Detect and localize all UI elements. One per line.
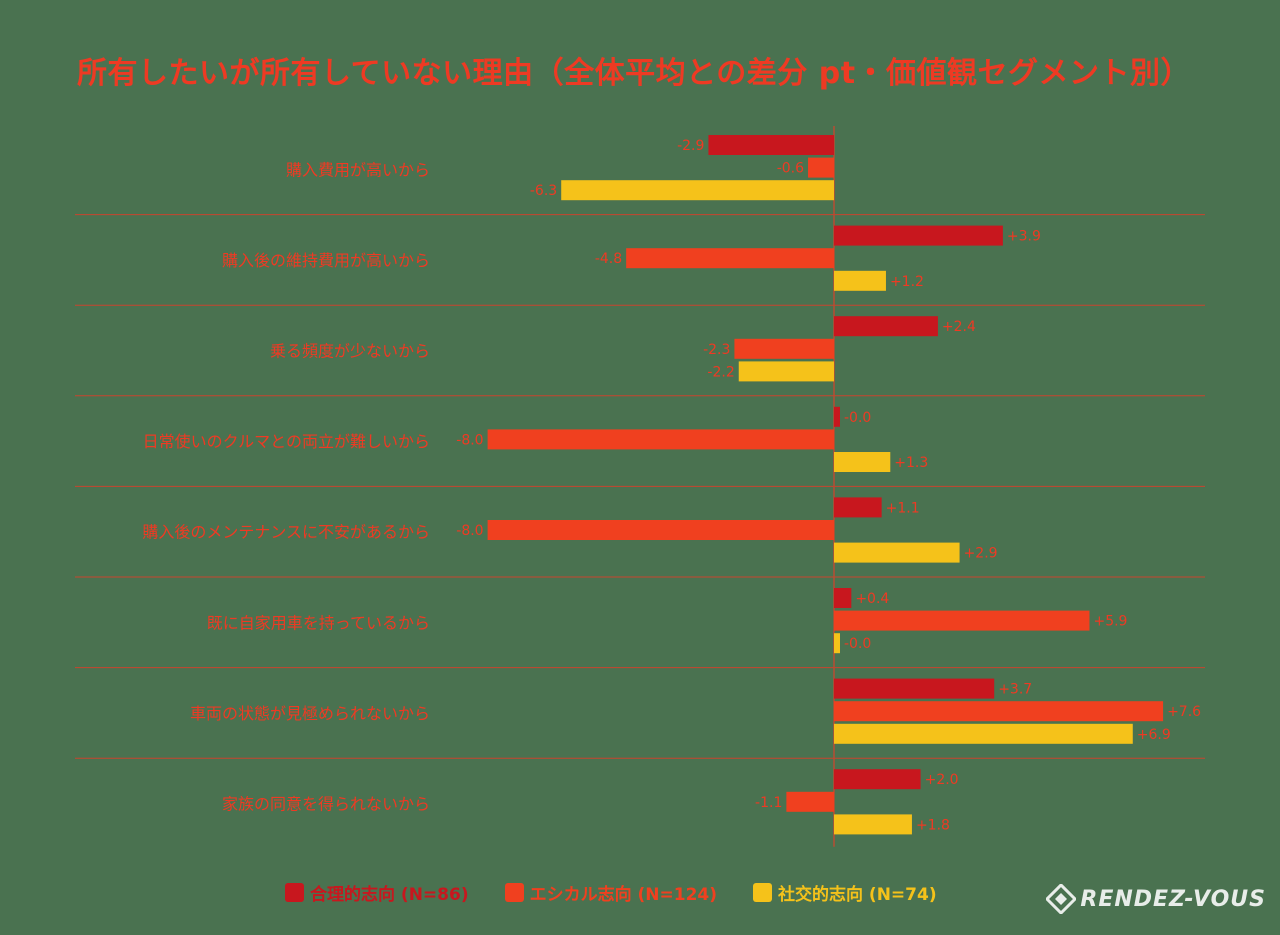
legend-swatch-ethical [504,883,524,902]
bar-rational [834,769,921,790]
category-label: 購入後のメンテナンスに不安があるから [142,523,430,542]
bar-rational [834,497,882,518]
bar-social [834,633,840,654]
bar-rational [834,406,840,427]
data-label: +2.4 [942,319,976,335]
bar-social [834,270,886,291]
bar-ethical [834,610,1090,631]
data-label: +1.1 [886,500,920,516]
data-label: -2.9 [677,138,704,154]
bar-ethical [834,701,1164,722]
category-label: 購入費用が高いから [286,160,430,179]
bar-rational [834,588,852,608]
data-label: -2.2 [707,364,734,380]
category-label: 乗る頻度が少ないから [270,342,430,361]
legend-item-social: 社交的志向 (N=74) [753,880,937,905]
data-label: +3.9 [1007,229,1041,245]
data-label: -2.3 [703,342,730,358]
data-label: +7.6 [1167,704,1201,720]
data-label: -0.0 [844,636,871,652]
bar-social [834,723,1133,744]
data-label: -4.8 [595,251,622,267]
legend: 合理的志向 (N=86) エシカル志向 (N=124) 社交的志向 (N=74) [285,880,973,905]
data-label: -0.6 [777,161,804,177]
bar-social [834,814,912,835]
bar-rational [708,135,834,155]
legend-item-rational: 合理的志向 (N=86) [285,880,469,905]
data-label: +1.8 [916,817,950,833]
data-label: -8.0 [456,432,483,448]
category-label: 日常使いのクルマとの両立が難しいから [143,432,430,451]
data-label: +3.7 [998,682,1032,698]
legend-label-ethical: エシカル志向 (N=124) [529,885,718,905]
bar-ethical [487,520,834,540]
rendez-vous-logo-icon [1046,884,1077,914]
chart-title: 所有したいが所有していない理由（全体平均との差分 pt・価値観セグメント別） [77,56,1192,91]
bar-rational [834,316,938,337]
bar-ethical [808,157,834,178]
category-label: 車両の状態が見極められないから [190,704,430,723]
bar-rational [834,225,1003,246]
bar-ethical [734,338,834,359]
bar-ethical [786,791,834,812]
category-label: 購入後の維持費用が高いから [222,251,430,270]
category-label: 既に自家用車を持っているから [207,613,430,632]
data-label: +6.9 [1137,727,1171,743]
legend-item-ethical: エシカル志向 (N=124) [504,880,718,905]
data-label: +5.9 [1093,614,1127,630]
brand-logo: RENDEZ-VOUS [1046,884,1266,914]
bar-rational [834,678,995,699]
bar-ethical [487,429,834,450]
category-label: 家族の同意を得られないから [222,795,430,814]
brand-name: RENDEZ-VOUS [1080,886,1266,912]
data-label: +2.9 [964,546,998,562]
legend-label-social: 社交的志向 (N=74) [778,885,937,905]
data-label: -6.3 [530,183,557,199]
legend-label-rational: 合理的志向 (N=86) [310,885,469,905]
data-label: +1.3 [894,455,928,471]
data-label: -8.0 [456,523,483,539]
bar-ethical [626,248,834,269]
legend-swatch-social [753,883,773,902]
bar-social [834,542,960,563]
legend-swatch-rational [285,883,304,902]
data-label: +1.2 [890,274,924,290]
bar-social [561,180,834,201]
data-label: -1.1 [755,795,782,811]
data-label: +2.0 [925,772,959,788]
data-label: -0.0 [844,410,871,426]
bar-social [738,361,834,382]
bar-social [834,452,891,472]
data-label: +0.4 [855,591,889,607]
